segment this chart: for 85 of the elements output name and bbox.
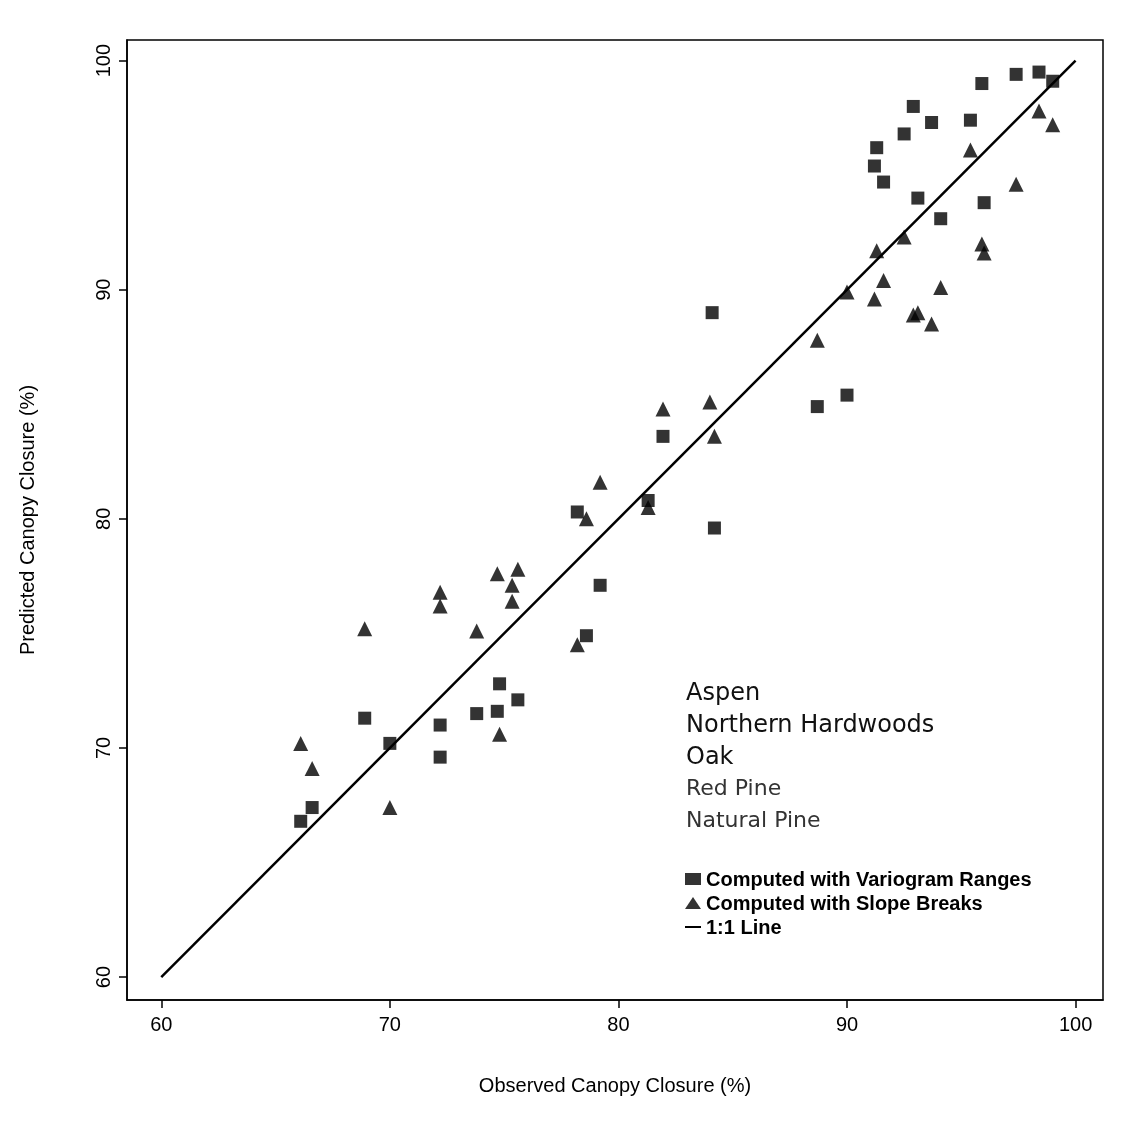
point xyxy=(358,711,372,725)
point xyxy=(877,175,891,189)
point xyxy=(869,243,885,259)
point xyxy=(976,245,992,261)
point xyxy=(876,273,892,289)
point xyxy=(962,142,978,158)
point xyxy=(933,279,949,295)
point xyxy=(640,499,656,515)
annotation: Oak xyxy=(686,742,734,770)
annotation: Red Pine xyxy=(686,774,782,800)
point xyxy=(382,800,398,816)
legend-label: Computed with Slope Breaks xyxy=(706,892,983,914)
point xyxy=(810,400,824,414)
point xyxy=(432,584,448,600)
point xyxy=(911,191,925,205)
point xyxy=(469,623,485,639)
point xyxy=(1032,65,1046,79)
point xyxy=(925,115,939,129)
point xyxy=(433,750,447,764)
point xyxy=(569,637,585,653)
point xyxy=(910,305,926,321)
point xyxy=(490,704,504,718)
point xyxy=(896,229,912,245)
x-axis-title: Observed Canopy Closure (%) xyxy=(478,1074,752,1096)
point xyxy=(924,316,940,332)
point xyxy=(866,291,882,307)
point xyxy=(867,159,881,173)
point xyxy=(511,693,525,707)
point xyxy=(897,127,911,141)
point xyxy=(1045,117,1061,133)
point xyxy=(706,428,722,444)
point xyxy=(977,196,991,210)
annotation: Aspen xyxy=(686,678,761,706)
point xyxy=(470,707,484,721)
point xyxy=(489,566,505,582)
x-tick-label: 60 xyxy=(150,1013,173,1035)
point xyxy=(705,306,719,320)
point xyxy=(493,677,507,691)
y-tick-label: 100 xyxy=(92,43,114,78)
point xyxy=(975,77,989,91)
point xyxy=(305,801,319,815)
y-tick-label: 70 xyxy=(92,736,114,760)
point xyxy=(1009,67,1023,81)
point xyxy=(809,332,825,348)
legend-label: Computed with Variogram Ranges xyxy=(706,868,1032,890)
point xyxy=(433,718,447,732)
point xyxy=(592,474,608,490)
point xyxy=(304,761,320,777)
point xyxy=(293,735,309,751)
point xyxy=(510,561,526,577)
point xyxy=(656,429,670,443)
y-axis-title: Predicted Canopy Closure (%) xyxy=(16,384,38,656)
point xyxy=(707,521,721,535)
point xyxy=(870,141,884,155)
y-tick-label: 90 xyxy=(92,278,114,301)
point xyxy=(504,577,520,593)
point xyxy=(839,284,855,300)
y-tick-label: 80 xyxy=(92,507,114,530)
point xyxy=(570,505,584,519)
legend-label: 1:1 Line xyxy=(706,916,782,938)
point xyxy=(963,113,977,127)
annotation: Natural Pine xyxy=(686,806,821,832)
point xyxy=(1046,74,1060,88)
point xyxy=(934,212,948,226)
point xyxy=(432,598,448,614)
point xyxy=(383,736,397,750)
x-tick-label: 70 xyxy=(378,1013,401,1035)
x-tick-label: 80 xyxy=(607,1013,630,1035)
annotation: Northern Hardwoods xyxy=(686,710,935,738)
point xyxy=(294,814,308,828)
point xyxy=(840,388,854,402)
y-tick-label: 60 xyxy=(92,965,114,989)
point xyxy=(1031,103,1047,119)
point xyxy=(702,394,718,410)
point xyxy=(504,593,520,609)
point xyxy=(593,578,607,592)
point xyxy=(579,629,593,643)
point xyxy=(1008,176,1024,192)
point xyxy=(357,621,373,637)
point xyxy=(492,726,508,742)
point xyxy=(578,511,594,527)
x-tick-label: 90 xyxy=(835,1013,859,1035)
x-tick-label: 100 xyxy=(1058,1013,1093,1035)
point xyxy=(655,401,671,417)
point xyxy=(906,99,920,113)
